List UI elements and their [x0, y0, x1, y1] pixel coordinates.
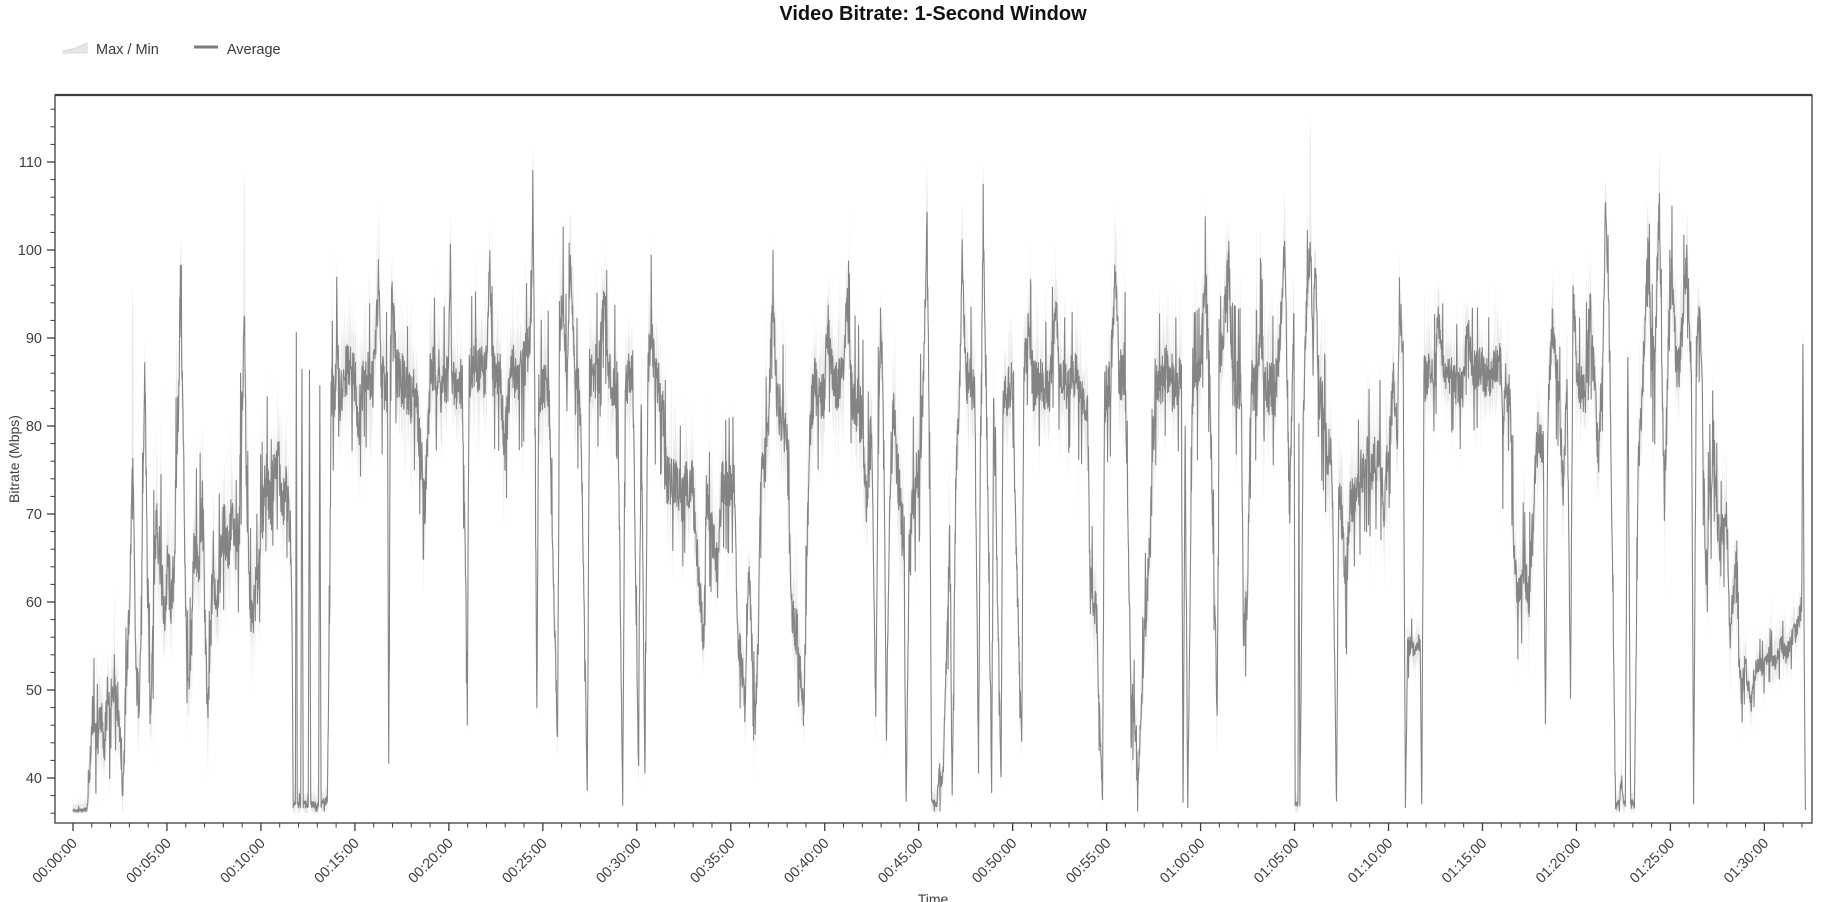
svg-text:00:45:00: 00:45:00	[875, 836, 926, 887]
svg-text:01:15:00: 01:15:00	[1439, 836, 1490, 887]
svg-text:01:10:00: 01:10:00	[1345, 836, 1396, 887]
svg-text:00:40:00: 00:40:00	[781, 836, 832, 887]
svg-text:01:20:00: 01:20:00	[1533, 836, 1584, 887]
x-axis-title: Time	[917, 891, 949, 902]
svg-text:00:05:00: 00:05:00	[124, 836, 175, 887]
svg-text:00:15:00: 00:15:00	[311, 836, 362, 887]
page-title: Video Bitrate: 1-Second Window	[779, 3, 1087, 25]
y-axis-title: Bitrate (Mbps)	[6, 415, 22, 503]
svg-text:90: 90	[26, 331, 42, 347]
x-axis-tick-labels: 00:00:00 00:05:00 00:10:00 00:15:00 00:20:00…	[30, 836, 1773, 887]
svg-text:01:00:00: 01:00:00	[1157, 836, 1208, 887]
svg-text:00:20:00: 00:20:00	[405, 836, 456, 887]
svg-text:60: 60	[26, 595, 42, 611]
x-axis-ticks	[72, 823, 1803, 831]
y-axis-ticks	[47, 108, 55, 814]
svg-text:00:25:00: 00:25:00	[499, 836, 550, 887]
plot-border	[54, 93, 1813, 824]
svg-text:80: 80	[26, 419, 42, 435]
svg-text:70: 70	[26, 507, 42, 523]
svg-text:00:30:00: 00:30:00	[593, 836, 644, 887]
svg-text:00:35:00: 00:35:00	[687, 836, 738, 887]
y-axis-tick-labels: 40 50 60 70 80 90 100 110	[18, 155, 42, 787]
svg-text:01:25:00: 01:25:00	[1627, 836, 1678, 887]
legend-label-maxmin: Max / Min	[96, 41, 159, 58]
legend-item-average: Average	[193, 40, 281, 59]
legend-label-average: Average	[226, 41, 281, 58]
svg-text:110: 110	[19, 155, 42, 171]
svg-text:00:00:00: 00:00:00	[30, 836, 81, 887]
svg-text:100: 100	[18, 243, 42, 259]
average-line-series	[72, 170, 1806, 814]
svg-text:01:30:00: 01:30:00	[1721, 836, 1772, 887]
svg-text:01:05:00: 01:05:00	[1251, 836, 1302, 887]
line-swatch-icon	[193, 40, 219, 59]
svg-text:50: 50	[26, 683, 42, 699]
legend-item-maxmin: Max / Min	[62, 40, 159, 59]
svg-text:00:55:00: 00:55:00	[1063, 836, 1114, 887]
chart-legend: Max / Min Average	[62, 40, 281, 59]
band-swatch-icon	[62, 40, 88, 59]
svg-text:40: 40	[26, 771, 42, 787]
svg-text:00:50:00: 00:50:00	[969, 836, 1020, 887]
svg-text:00:10:00: 00:10:00	[218, 836, 269, 887]
